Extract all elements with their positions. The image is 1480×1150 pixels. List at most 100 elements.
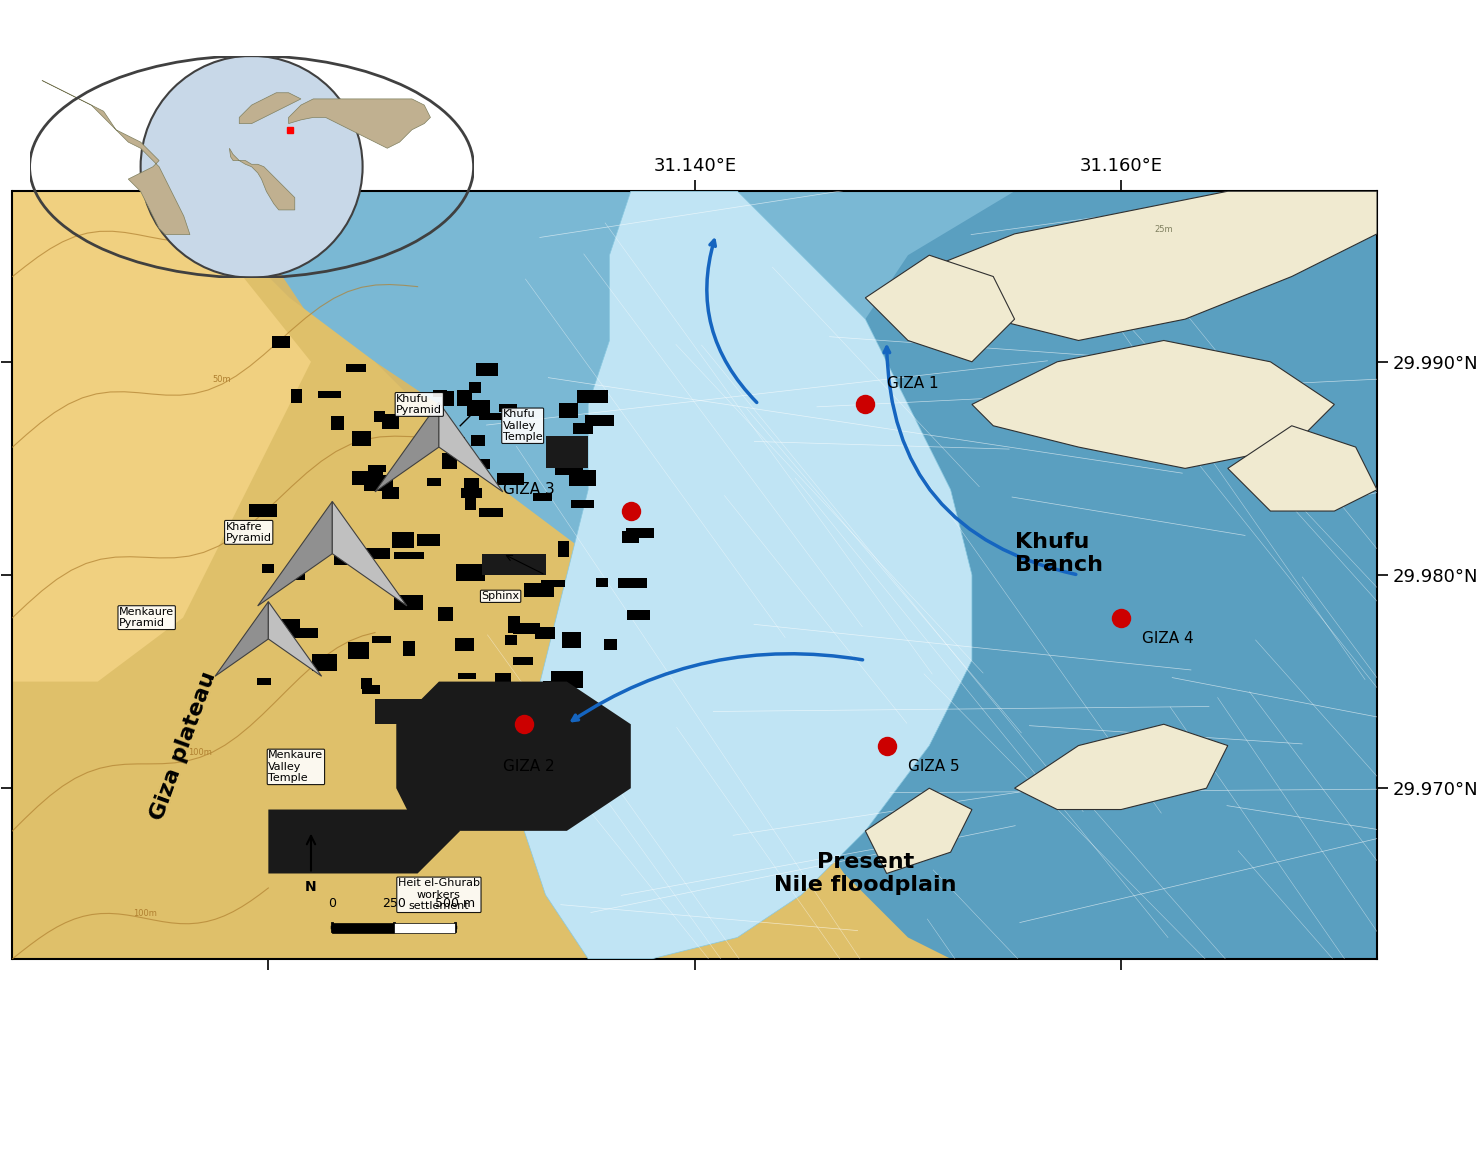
Bar xyxy=(364,475,394,491)
Bar xyxy=(478,460,490,469)
Text: Giza plateau: Giza plateau xyxy=(147,668,219,822)
Bar xyxy=(524,583,554,597)
Text: 100m: 100m xyxy=(188,749,212,758)
Bar xyxy=(438,607,453,621)
Bar xyxy=(450,437,465,451)
Text: Present
Nile floodplain: Present Nile floodplain xyxy=(774,852,956,895)
Text: GIZA 1: GIZA 1 xyxy=(887,376,938,391)
Polygon shape xyxy=(12,191,1015,959)
Text: N: N xyxy=(305,880,317,894)
Bar xyxy=(537,627,551,638)
Bar xyxy=(536,627,555,639)
Bar xyxy=(249,505,277,518)
Bar xyxy=(471,435,485,446)
Bar xyxy=(555,466,583,475)
Polygon shape xyxy=(289,99,431,148)
Bar xyxy=(543,681,567,696)
Bar xyxy=(533,492,552,501)
Bar xyxy=(392,531,413,547)
Polygon shape xyxy=(866,788,972,874)
Bar xyxy=(262,564,274,574)
Bar xyxy=(312,654,337,670)
Bar xyxy=(403,641,414,656)
Bar xyxy=(395,552,425,559)
Text: 0: 0 xyxy=(329,897,336,910)
Bar xyxy=(548,436,570,443)
Bar xyxy=(573,423,593,434)
Bar xyxy=(374,699,428,724)
Bar xyxy=(382,414,400,429)
Text: Menkaure
Pyramid: Menkaure Pyramid xyxy=(118,607,175,628)
Bar xyxy=(571,500,593,508)
Bar xyxy=(494,673,511,685)
Polygon shape xyxy=(1015,724,1228,810)
Bar xyxy=(289,628,318,638)
Polygon shape xyxy=(440,402,503,492)
Text: 75m: 75m xyxy=(223,529,243,537)
Text: Sphinx: Sphinx xyxy=(481,591,519,601)
Polygon shape xyxy=(12,191,950,959)
Bar xyxy=(626,529,654,537)
Bar xyxy=(334,549,364,565)
Bar xyxy=(558,542,568,557)
Polygon shape xyxy=(524,191,972,959)
Bar xyxy=(499,405,517,412)
Text: Menkaure
Valley
Temple: Menkaure Valley Temple xyxy=(268,750,324,783)
Polygon shape xyxy=(333,501,407,606)
Bar xyxy=(394,596,423,610)
Bar xyxy=(352,431,370,446)
Text: Khufu
Branch: Khufu Branch xyxy=(1015,532,1103,575)
Polygon shape xyxy=(229,148,295,210)
Polygon shape xyxy=(215,601,268,676)
Circle shape xyxy=(141,55,363,278)
Bar xyxy=(428,477,441,486)
Polygon shape xyxy=(481,191,1376,959)
Bar xyxy=(469,382,481,393)
Text: GIZA 2: GIZA 2 xyxy=(503,759,555,774)
Polygon shape xyxy=(268,810,460,874)
Bar xyxy=(346,365,366,371)
Bar xyxy=(478,413,502,420)
Bar xyxy=(371,636,391,643)
Bar xyxy=(333,922,394,933)
Bar xyxy=(626,610,650,620)
Bar xyxy=(604,639,617,650)
Polygon shape xyxy=(258,501,333,606)
Bar xyxy=(382,486,398,499)
Bar xyxy=(481,553,546,575)
Bar xyxy=(477,363,499,376)
Polygon shape xyxy=(866,255,1015,362)
Bar xyxy=(542,580,565,586)
Bar xyxy=(361,678,371,689)
Polygon shape xyxy=(41,81,189,235)
Bar xyxy=(441,391,454,406)
Bar xyxy=(546,436,588,468)
Bar xyxy=(512,622,540,635)
Text: 25m: 25m xyxy=(191,231,209,240)
Bar xyxy=(394,922,454,933)
Polygon shape xyxy=(12,191,268,362)
Bar xyxy=(480,507,503,516)
Bar xyxy=(456,638,474,651)
Bar xyxy=(272,337,290,348)
Text: 50m: 50m xyxy=(213,375,231,384)
Bar xyxy=(622,531,639,543)
Polygon shape xyxy=(907,191,1376,340)
Bar xyxy=(617,578,647,588)
Text: Khafre
Pyramid: Khafre Pyramid xyxy=(226,522,272,543)
Text: Khufu
Valley
Temple: Khufu Valley Temple xyxy=(503,409,543,443)
Bar xyxy=(457,391,472,406)
Bar xyxy=(497,473,524,485)
Bar xyxy=(318,391,340,398)
Bar xyxy=(332,416,343,430)
Polygon shape xyxy=(972,340,1335,468)
Text: Heit el-Ghurab
workers
settlement: Heit el-Ghurab workers settlement xyxy=(398,879,480,912)
Text: GIZA 5: GIZA 5 xyxy=(907,759,959,774)
Bar xyxy=(459,673,477,680)
Bar xyxy=(552,670,583,688)
Polygon shape xyxy=(397,682,630,830)
Text: 500 m: 500 m xyxy=(435,897,475,910)
Bar xyxy=(466,400,490,416)
Polygon shape xyxy=(374,402,440,492)
Bar xyxy=(348,642,369,659)
